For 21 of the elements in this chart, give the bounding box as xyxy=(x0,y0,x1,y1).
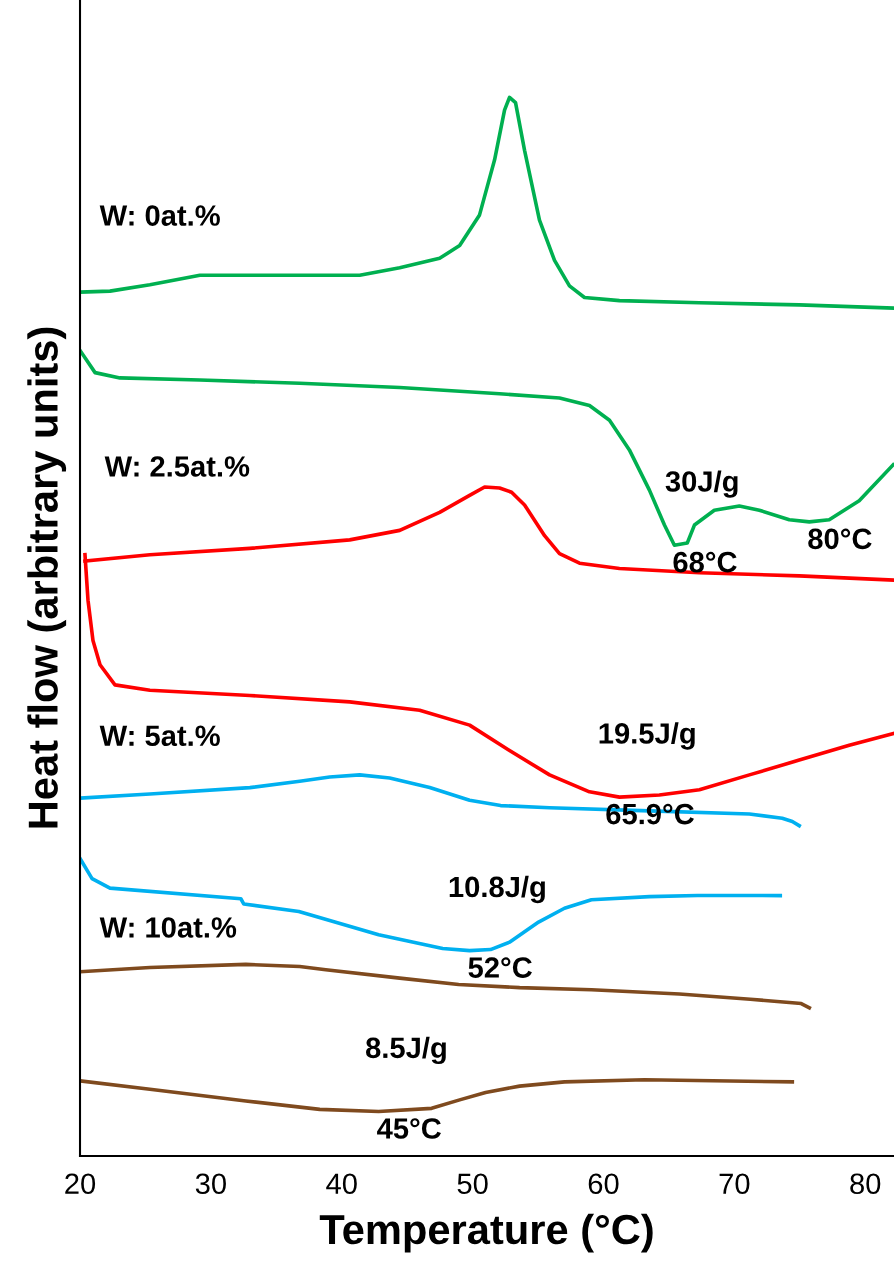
annotation: 30J/g xyxy=(665,470,738,498)
annotation: 10.8J/g xyxy=(449,875,545,904)
annotation: 8.5J/g xyxy=(366,1036,446,1065)
annotation: 68°C xyxy=(673,551,737,573)
annotation: 19.5J/g xyxy=(599,722,695,750)
series-label: W: 5at.% xyxy=(99,725,220,747)
x-tick-label: 50 xyxy=(457,1173,488,1195)
x-tick-label: 30 xyxy=(195,1173,226,1195)
y-axis-title: Heat flow (arbitrary units) xyxy=(27,327,67,828)
text: W: 2.5at.% xyxy=(104,456,250,477)
x-tick-label: 40 xyxy=(326,1173,357,1195)
x-tick-label: 20 xyxy=(65,1173,96,1195)
x-tick-label: 80 xyxy=(850,1173,881,1195)
annotation: 80°C xyxy=(808,528,872,550)
series-label: W: 0at.% xyxy=(99,205,220,226)
x-axis-title: Temperature (°C) xyxy=(319,1213,653,1253)
annotation: 52°C xyxy=(468,957,532,978)
x-tick-label: 60 xyxy=(588,1173,619,1195)
annotation: 45°C xyxy=(377,1118,441,1139)
x-tick-label: 70 xyxy=(719,1173,750,1195)
series-label: W: 10at.% xyxy=(99,917,237,938)
